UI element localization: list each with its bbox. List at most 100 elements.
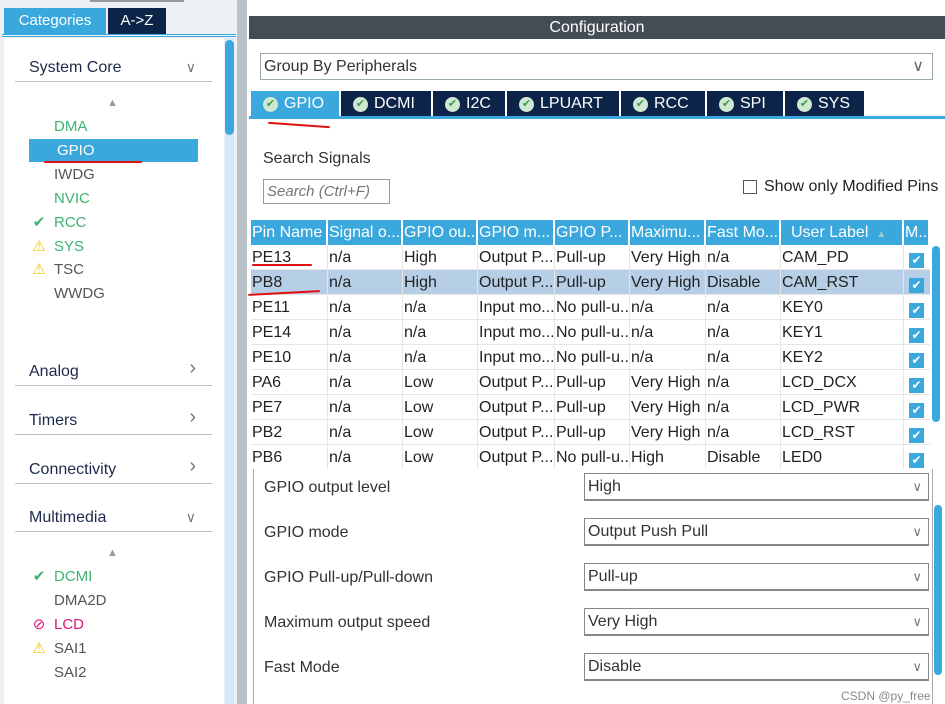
checkbox-checked[interactable]: ✔ bbox=[909, 303, 924, 318]
search-input[interactable] bbox=[263, 179, 390, 204]
left-scrollbar-thumb[interactable] bbox=[225, 40, 234, 135]
sidebar-item-iwdg[interactable]: IWDG bbox=[54, 164, 95, 186]
category-connectivity[interactable]: Connectivity › bbox=[15, 454, 212, 484]
table-cell: n/a bbox=[630, 295, 706, 320]
sort-icon[interactable]: ▲ bbox=[107, 547, 118, 559]
sidebar-item-nvic[interactable]: NVIC bbox=[54, 188, 90, 210]
sidebar-item-label: WWDG bbox=[54, 285, 105, 303]
setting-dropdown[interactable]: Very High ∨ bbox=[584, 608, 929, 636]
table-cell: CAM_PD bbox=[781, 245, 904, 270]
column-header[interactable]: Maximu... bbox=[630, 220, 706, 245]
setting-dropdown[interactable]: Disable ∨ bbox=[584, 653, 929, 681]
category-multimedia[interactable]: Multimedia ∨ bbox=[15, 502, 212, 532]
checkbox-checked[interactable]: ✔ bbox=[909, 353, 924, 368]
column-header[interactable]: GPIO m... bbox=[478, 220, 555, 245]
sidebar-item-tsc[interactable]: ⚠ TSC bbox=[32, 259, 84, 281]
table-cell: Output P... bbox=[478, 445, 555, 469]
table-cell: n/a bbox=[403, 295, 478, 320]
configuration-header: Configuration bbox=[249, 16, 945, 39]
tab-i2c[interactable]: ✔ I2C bbox=[433, 91, 505, 116]
category-label: System Core bbox=[29, 59, 122, 76]
tab-gpio[interactable]: ✔ GPIO bbox=[251, 91, 339, 116]
table-row[interactable]: PB8 n/a High Output P... Pull-up Very High Dis… bbox=[251, 270, 930, 295]
splitter[interactable] bbox=[237, 0, 247, 704]
show-modified-label[interactable]: Show only Modified Pins bbox=[764, 178, 939, 195]
checkbox-checked[interactable]: ✔ bbox=[909, 278, 924, 293]
pin-settings-panel: GPIO output level High ∨ GPIO mode Output Pu… bbox=[253, 469, 933, 704]
table-scrollbar[interactable] bbox=[932, 246, 940, 422]
sidebar-item-sai1[interactable]: ⚠ SAI1 bbox=[32, 638, 86, 660]
column-header[interactable]: Signal o... bbox=[328, 220, 403, 245]
category-system-core[interactable]: System Core ∨ bbox=[15, 52, 212, 82]
setting-dropdown[interactable]: Output Push Pull ∨ bbox=[584, 518, 929, 546]
sidebar-item-label: LCD bbox=[54, 615, 85, 633]
column-header[interactable]: GPIO P... bbox=[555, 220, 630, 245]
column-header[interactable]: Fast Mo... bbox=[706, 220, 781, 245]
warning-icon: ⚠ bbox=[32, 639, 46, 657]
checkbox-checked[interactable]: ✔ bbox=[909, 403, 924, 418]
sidebar-item-wwdg[interactable]: WWDG bbox=[54, 283, 105, 305]
table-row[interactable]: PE14 n/a n/a Input mo... No pull-u... n/a n/a K… bbox=[251, 320, 930, 345]
sort-icon[interactable]: ▲ bbox=[107, 97, 118, 109]
table-cell: KEY1 bbox=[781, 320, 904, 345]
sidebar-item-gpio[interactable]: GPIO bbox=[57, 140, 95, 162]
setting-dropdown[interactable]: High ∨ bbox=[584, 473, 929, 501]
table-cell: High bbox=[630, 445, 706, 469]
chevron-down-icon: ∨ bbox=[185, 509, 196, 525]
sidebar-item-label: SAI2 bbox=[54, 663, 87, 681]
table-row[interactable]: PE11 n/a n/a Input mo... No pull-u... n/a n/a K… bbox=[251, 295, 930, 320]
category-timers[interactable]: Timers › bbox=[15, 405, 212, 435]
settings-scrollbar[interactable] bbox=[934, 505, 942, 675]
table-row[interactable]: PE7 n/a Low Output P... Pull-up Very High n/a L… bbox=[251, 395, 930, 420]
sidebar-item-sys[interactable]: ⚠ SYS bbox=[32, 236, 84, 258]
column-header[interactable]: Pin Name bbox=[251, 220, 328, 245]
tab-spi[interactable]: ✔ SPI bbox=[707, 91, 783, 116]
setting-dropdown[interactable]: Pull-up ∨ bbox=[584, 563, 929, 591]
tab-categories[interactable]: Categories bbox=[4, 8, 106, 34]
checkbox-checked[interactable]: ✔ bbox=[909, 428, 924, 443]
table-cell: n/a bbox=[328, 295, 403, 320]
check-icon: ✔ bbox=[633, 97, 648, 112]
table-row[interactable]: PA6 n/a Low Output P... Pull-up Very High n/a L… bbox=[251, 370, 930, 395]
table-row[interactable]: PE13 n/a High Output P... Pull-up Very High n/… bbox=[251, 245, 930, 270]
show-modified-checkbox[interactable] bbox=[743, 180, 757, 194]
table-cell: LCD_RST bbox=[781, 420, 904, 445]
tab-a-z[interactable]: A->Z bbox=[108, 8, 166, 34]
checkbox-checked[interactable]: ✔ bbox=[909, 253, 924, 268]
left-scrollbar[interactable] bbox=[225, 38, 234, 704]
checkbox-checked[interactable]: ✔ bbox=[909, 378, 924, 393]
sidebar-item-label: GPIO bbox=[57, 141, 95, 159]
sidebar-item-dma[interactable]: DMA bbox=[54, 116, 87, 138]
table-cell: n/a bbox=[706, 395, 781, 420]
sidebar-item-sai2[interactable]: SAI2 bbox=[54, 662, 87, 684]
tab-sys[interactable]: ✔ SYS bbox=[785, 91, 864, 116]
table-row[interactable]: PB2 n/a Low Output P... Pull-up Very High n/a L… bbox=[251, 420, 930, 445]
column-header[interactable]: GPIO ou... bbox=[403, 220, 478, 245]
checkbox-checked[interactable]: ✔ bbox=[909, 328, 924, 343]
tab-label: RCC bbox=[654, 95, 689, 112]
group-by-dropdown[interactable]: Group By Peripherals ∨ bbox=[260, 53, 933, 80]
warning-icon: ⚠ bbox=[32, 261, 46, 279]
tab-lpuart[interactable]: ✔ LPUART bbox=[507, 91, 619, 116]
tab-rcc[interactable]: ✔ RCC bbox=[621, 91, 705, 116]
table-cell: LCD_PWR bbox=[781, 395, 904, 420]
table-row[interactable]: PB6 n/a Low Output P... No pull-u... High Disa… bbox=[251, 445, 930, 469]
sidebar-item-dcmi[interactable]: ✔ DCMI bbox=[33, 566, 93, 588]
sidebar-item-dma2d[interactable]: DMA2D bbox=[54, 590, 107, 612]
chevron-down-icon: ∨ bbox=[912, 524, 922, 539]
category-label: Multimedia bbox=[29, 509, 107, 526]
tab-dcmi[interactable]: ✔ DCMI bbox=[341, 91, 431, 116]
column-header[interactable]: M... bbox=[904, 220, 930, 245]
table-cell: n/a bbox=[706, 320, 781, 345]
table-cell: Disable bbox=[706, 445, 781, 469]
category-label: Connectivity bbox=[29, 461, 117, 478]
sidebar-item-lcd[interactable]: ⊘ LCD bbox=[33, 614, 85, 636]
sort-icon[interactable]: ▲ bbox=[876, 229, 887, 240]
table-cell: Low bbox=[403, 445, 478, 469]
category-analog[interactable]: Analog › bbox=[15, 356, 212, 386]
sidebar-item-rcc[interactable]: ✔ RCC bbox=[33, 212, 87, 234]
checkbox-checked[interactable]: ✔ bbox=[909, 453, 924, 468]
column-header[interactable]: User Label ▲ bbox=[781, 220, 904, 245]
table-row[interactable]: PE10 n/a n/a Input mo... No pull-u... n/a n/a K… bbox=[251, 345, 930, 370]
table-cell: Input mo... bbox=[478, 295, 555, 320]
